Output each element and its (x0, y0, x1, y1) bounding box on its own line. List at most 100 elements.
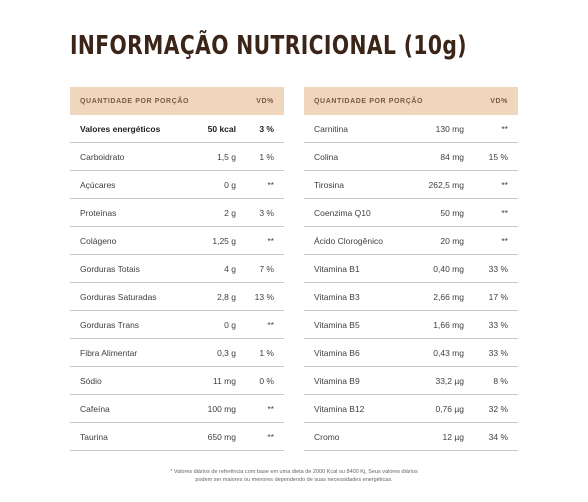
table-row: Vitamina B1 0,40 mg 33 % (304, 255, 518, 283)
nutrient-vd: 7 % (259, 263, 274, 274)
header-vd-label: VD% (256, 97, 274, 105)
table-row: Gorduras Saturadas 2,8 g 13 % (70, 283, 284, 311)
table-row: Ácido Clorogênico 20 mg ** (304, 227, 518, 255)
nutrient-name: Gorduras Saturadas (80, 291, 157, 302)
header-vd-label: VD% (490, 97, 508, 105)
nutrient-name: Coenzima Q10 (314, 207, 371, 218)
nutrient-vd: 3 % (259, 207, 274, 218)
nutrient-quantity: 130 mg (435, 123, 464, 134)
nutrient-vd: 33 % (488, 347, 508, 358)
nutrient-quantity: 11 mg (213, 375, 236, 386)
nutrient-name: Vitamina B3 (314, 291, 360, 302)
table-row: Cafeína 100 mg ** (70, 395, 284, 423)
nutrient-vd: 33 % (488, 319, 508, 330)
nutrient-quantity: 650 mg (207, 431, 236, 442)
nutrient-vd: 34 % (488, 431, 508, 442)
nutrient-name: Vitamina B9 (314, 375, 360, 386)
nutrient-name: Tirosina (314, 179, 344, 190)
table-row: Taurina 650 mg ** (70, 423, 284, 451)
nutrient-quantity: 2 g (224, 207, 236, 218)
nutrient-name: Gorduras Trans (80, 319, 140, 330)
nutrient-quantity: 0,43 mg (433, 347, 464, 358)
nutrient-quantity: 262,5 mg (428, 179, 464, 190)
nutrient-vd: ** (267, 431, 274, 442)
table-header: QUANTIDADE POR PORÇÃO VD% (304, 87, 518, 115)
nutrient-vd: 0 % (259, 375, 274, 386)
table-header: QUANTIDADE POR PORÇÃO VD% (70, 87, 284, 115)
nutrient-name: Cafeína (80, 403, 110, 414)
nutrient-name: Carnitina (314, 123, 349, 134)
table-row: Vitamina B6 0,43 mg 33 % (304, 339, 518, 367)
nutrition-table-left: QUANTIDADE POR PORÇÃO VD% Valores energé… (70, 87, 284, 451)
table-row: Proteínas 2 g 3 % (70, 199, 284, 227)
table-row: Cromo 12 µg 34 % (304, 423, 518, 451)
table-row: Vitamina B5 1,66 mg 33 % (304, 311, 518, 339)
nutrient-quantity: 0 g (224, 179, 236, 190)
nutrient-quantity: 2,8 g (217, 291, 236, 302)
footnote-line: * Valores diários de referência com base… (170, 469, 418, 475)
nutrient-vd: 17 % (488, 291, 508, 302)
nutrient-quantity: 1,25 g (212, 235, 236, 246)
nutrient-quantity: 0,40 mg (433, 263, 464, 274)
nutrient-vd: ** (267, 319, 274, 330)
nutrient-vd: ** (267, 179, 274, 190)
nutrient-name: Ácido Clorogênico (314, 235, 383, 246)
table-row: Sódio 11 mg 0 % (70, 367, 284, 395)
table-row: Gorduras Totais 4 g 7 % (70, 255, 284, 283)
nutrient-quantity: 50 mg (440, 207, 464, 218)
table-body: Carnitina 130 mg ** Colina 84 mg 15 % Tirosina… (304, 115, 518, 451)
footnote: * Valores diários de referência com base… (0, 468, 588, 484)
table-row: Tirosina 262,5 mg ** (304, 171, 518, 199)
nutrient-vd: 13 % (254, 291, 274, 302)
nutrient-quantity: 12 µg (442, 431, 464, 442)
nutrient-name: Vitamina B12 (314, 403, 365, 414)
table-row: Fibra Alimentar 0,3 g 1 % (70, 339, 284, 367)
nutrient-quantity: 2,66 mg (433, 291, 464, 302)
nutrient-quantity: 0,76 µg (435, 403, 464, 414)
nutrient-vd: 1 % (259, 347, 274, 358)
nutrient-vd: 15 % (488, 151, 508, 162)
header-portion-label: QUANTIDADE POR PORÇÃO (314, 97, 424, 105)
nutrient-name: Vitamina B6 (314, 347, 360, 358)
table-row: Colina 84 mg 15 % (304, 143, 518, 171)
table-row: Carnitina 130 mg ** (304, 115, 518, 143)
nutrient-name: Colágeno (80, 235, 117, 246)
nutrient-vd: 1 % (259, 151, 274, 162)
table-row: Vitamina B12 0,76 µg 32 % (304, 395, 518, 423)
nutrient-name: Carboidrato (80, 151, 125, 162)
table-row: Gorduras Trans 0 g ** (70, 311, 284, 339)
nutrient-quantity: 20 mg (440, 235, 464, 246)
nutrient-quantity: 33,2 µg (435, 375, 464, 386)
nutrition-table-right: QUANTIDADE POR PORÇÃO VD% Carnitina 130 m… (304, 87, 518, 451)
nutrient-quantity: 1,5 g (217, 151, 236, 162)
nutrient-vd: ** (267, 403, 274, 414)
nutrient-quantity: 0 g (224, 319, 236, 330)
nutrient-vd: 32 % (488, 403, 508, 414)
table-row: Colágeno 1,25 g ** (70, 227, 284, 255)
table-row: Açúcares 0 g ** (70, 171, 284, 199)
nutrient-name: Gorduras Totais (80, 263, 140, 274)
nutrient-vd: 33 % (488, 263, 508, 274)
nutrient-name: Vitamina B5 (314, 319, 360, 330)
nutrient-quantity: 84 mg (440, 151, 464, 162)
nutrient-vd: ** (501, 207, 508, 218)
nutrient-name: Taurina (80, 431, 108, 442)
nutrient-name: Vitamina B1 (314, 263, 360, 274)
nutrient-quantity: 1,66 mg (433, 319, 464, 330)
nutrient-vd: 3 % (259, 123, 274, 134)
nutrient-name: Proteínas (80, 207, 117, 218)
nutrient-quantity: 50 kcal (207, 123, 236, 134)
nutrient-name: Cromo (314, 431, 340, 442)
nutrient-name: Açúcares (80, 179, 116, 190)
nutrient-name: Colina (314, 151, 339, 162)
table-row: Coenzima Q10 50 mg ** (304, 199, 518, 227)
nutrient-quantity: 0,3 g (217, 347, 236, 358)
nutrient-vd: ** (501, 123, 508, 134)
nutrient-name: Fibra Alimentar (80, 347, 138, 358)
nutrient-name: Valores energéticos (80, 123, 161, 134)
nutrient-quantity: 100 mg (207, 403, 236, 414)
nutrient-vd: ** (267, 235, 274, 246)
page-title: INFORMAÇÃO NUTRICIONAL (10g) (70, 31, 467, 61)
nutrient-vd: 8 % (493, 375, 508, 386)
nutrient-vd: ** (501, 235, 508, 246)
